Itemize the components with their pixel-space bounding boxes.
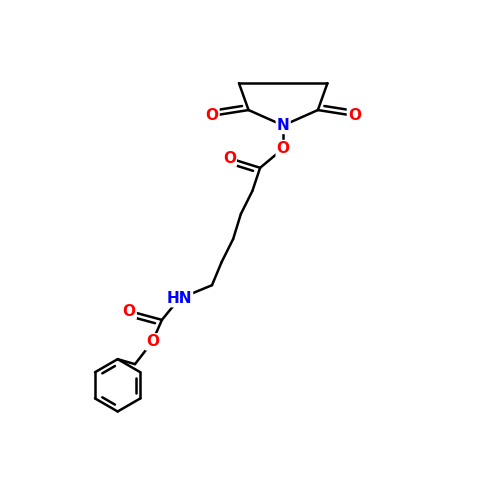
- Text: O: O: [276, 141, 289, 156]
- Text: O: O: [348, 108, 361, 124]
- Text: HN: HN: [166, 291, 192, 306]
- Text: O: O: [206, 108, 218, 124]
- Text: O: O: [122, 304, 136, 318]
- Text: O: O: [223, 150, 236, 166]
- Text: O: O: [146, 334, 159, 349]
- Text: N: N: [277, 118, 289, 133]
